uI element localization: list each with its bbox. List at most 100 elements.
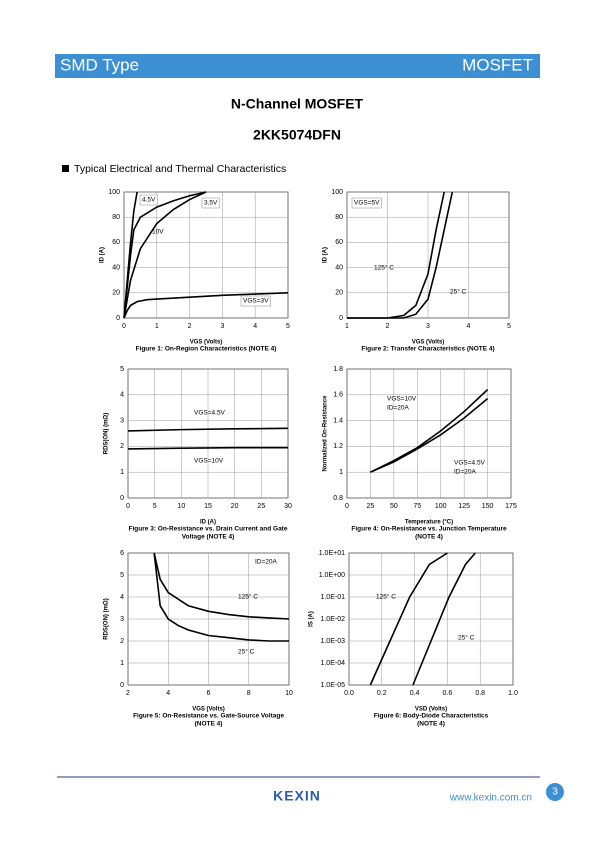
y-tick-label: 1.0E-01 bbox=[320, 594, 345, 601]
curve-label: 3.5V bbox=[204, 200, 218, 207]
x-tick-label: 4 bbox=[166, 690, 170, 697]
y-tick-label: 40 bbox=[335, 264, 343, 271]
page-number: 3 bbox=[552, 787, 558, 798]
label-box bbox=[351, 197, 382, 209]
x-tick-label: 5 bbox=[153, 503, 157, 510]
x-tick-label: 75 bbox=[413, 503, 421, 510]
curve bbox=[369, 552, 448, 686]
y-tick-label: 2 bbox=[120, 443, 124, 450]
y-tick-label: 1.2 bbox=[333, 443, 343, 450]
x-tick-label: 8 bbox=[247, 690, 251, 697]
x-tick-label: 0 bbox=[345, 503, 349, 510]
curve-label: 25° C bbox=[238, 648, 255, 656]
header-left: SMD Type bbox=[60, 55, 139, 74]
x-tick-label: 30 bbox=[284, 503, 292, 510]
x-tick-label: 5 bbox=[507, 323, 511, 330]
x-tick-label: 1 bbox=[155, 323, 159, 330]
x-tick-label: 3 bbox=[220, 323, 224, 330]
y-tick-label: 80 bbox=[335, 214, 343, 221]
y-tick-label: 4 bbox=[120, 392, 124, 399]
x-tick-label: 4 bbox=[467, 323, 471, 330]
curve-label: 25° C bbox=[450, 288, 467, 296]
caption: Figure 5: On-Resistance vs. Gate-Source … bbox=[133, 713, 284, 720]
curve-label: 125° C bbox=[238, 593, 258, 601]
y-axis-label: Normalized On-Resistance bbox=[323, 395, 329, 472]
x-tick-label: 0.2 bbox=[377, 690, 387, 697]
y-tick-label: 0 bbox=[120, 682, 124, 689]
caption: (NOTE 4) bbox=[417, 721, 445, 728]
y-tick-label: 60 bbox=[335, 239, 343, 246]
x-tick-label: 50 bbox=[390, 503, 398, 510]
part-number: 2KK5074DFN bbox=[253, 127, 341, 143]
y-tick-label: 1.0E+00 bbox=[319, 572, 345, 579]
x-axis-label: VGS (Volts) bbox=[192, 707, 225, 713]
curve-label: ID=20A bbox=[255, 559, 278, 566]
y-tick-label: 100 bbox=[331, 189, 343, 196]
caption: Figure 4: On-Resistance vs. Junction Tem… bbox=[351, 526, 507, 533]
y-tick-label: 1.0E-03 bbox=[320, 638, 345, 645]
y-tick-label: 1.8 bbox=[333, 366, 343, 373]
x-tick-label: 20 bbox=[231, 503, 239, 510]
x-tick-label: 1.0 bbox=[508, 690, 518, 697]
curve-label: 25° C bbox=[458, 634, 475, 642]
caption: Figure 2: Transfer Characteristics (NOTE… bbox=[361, 346, 494, 353]
curve bbox=[127, 446, 288, 450]
curve-label: 4.5V bbox=[142, 197, 156, 204]
y-axis-label: ID (A) bbox=[100, 247, 106, 263]
y-tick-label: 1 bbox=[339, 469, 343, 476]
curve-label: VGS=4.5V bbox=[454, 460, 486, 467]
curve-label: ID=20A bbox=[387, 405, 410, 412]
curve-label: 125° C bbox=[374, 264, 394, 272]
x-tick-label: 125 bbox=[458, 503, 470, 510]
x-axis-label: Temperature (°C) bbox=[405, 520, 453, 526]
y-axis-label: IS (A) bbox=[309, 611, 315, 627]
y-tick-label: 5 bbox=[120, 366, 124, 373]
y-tick-label: 1.0E-04 bbox=[320, 660, 345, 667]
header-bar bbox=[55, 54, 540, 78]
header-right: MOSFET bbox=[462, 55, 533, 74]
x-tick-label: 25 bbox=[367, 503, 375, 510]
x-tick-label: 2 bbox=[386, 323, 390, 330]
x-tick-label: 0.8 bbox=[475, 690, 485, 697]
x-axis-label: VGS (Volts) bbox=[412, 340, 445, 346]
caption: (NOTE 4) bbox=[195, 721, 223, 728]
plot-area bbox=[346, 368, 512, 499]
curve bbox=[370, 389, 489, 473]
x-tick-label: 0.6 bbox=[443, 690, 453, 697]
curve bbox=[153, 552, 289, 642]
x-tick-label: 175 bbox=[505, 503, 517, 510]
curve bbox=[153, 552, 290, 620]
y-tick-label: 2 bbox=[120, 638, 124, 645]
curve bbox=[123, 191, 207, 319]
x-tick-label: 15 bbox=[204, 503, 212, 510]
y-axis-label: RDS(ON) (mΩ) bbox=[104, 413, 110, 454]
curve-label: 10V bbox=[152, 229, 164, 236]
curve-label: VGS=10V bbox=[387, 396, 417, 403]
y-tick-label: 1.6 bbox=[333, 392, 343, 399]
y-tick-label: 0 bbox=[339, 315, 343, 322]
curve bbox=[412, 552, 476, 686]
x-axis-label: VGS (Volts) bbox=[190, 340, 223, 346]
curve bbox=[370, 398, 489, 473]
y-tick-label: 1 bbox=[120, 469, 124, 476]
x-tick-label: 1 bbox=[345, 323, 349, 330]
x-tick-label: 0 bbox=[126, 503, 130, 510]
y-tick-label: 100 bbox=[108, 189, 120, 196]
y-tick-label: 1.0E+01 bbox=[319, 550, 345, 557]
curve-label: VGS=5V bbox=[354, 200, 380, 207]
y-tick-label: 1 bbox=[120, 660, 124, 667]
x-tick-label: 5 bbox=[286, 323, 290, 330]
x-tick-label: 10 bbox=[177, 503, 185, 510]
y-tick-label: 5 bbox=[120, 572, 124, 579]
curve-label: VGS=10V bbox=[194, 458, 224, 465]
footer-url: www.kexin.com.cn bbox=[449, 793, 532, 804]
y-tick-label: 0 bbox=[120, 495, 124, 502]
curve-label: VGS=3V bbox=[243, 298, 269, 305]
y-tick-label: 6 bbox=[120, 550, 124, 557]
y-tick-label: 3 bbox=[120, 417, 124, 424]
y-tick-label: 0 bbox=[116, 315, 120, 322]
x-tick-label: 4 bbox=[253, 323, 257, 330]
x-tick-label: 3 bbox=[426, 323, 430, 330]
